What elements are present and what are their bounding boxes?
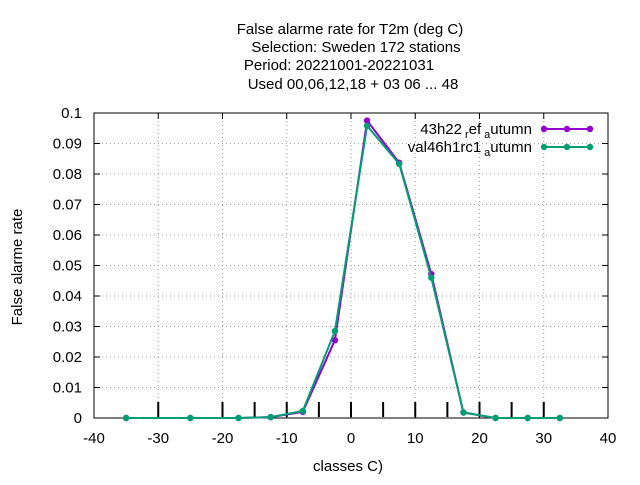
legend: 43h22 ref autumn val46h1rc1 autumn: [408, 121, 594, 159]
legend-label-1-base: 43h22: [420, 121, 462, 138]
y-tick-labels: 0 0.01 0.02 0.03 0.04 0.05 0.06 0.07 0.08 0.09 0.1: [53, 105, 82, 427]
legend-marker-2: [586, 143, 594, 151]
y-tick-label: 0.07: [53, 197, 82, 214]
series-2-point: [331, 327, 339, 335]
title-line-4: Used 00,06,12,18 + 03 06 ... 48: [248, 76, 459, 93]
series-layer: [122, 117, 564, 422]
x-tick-label: -10: [276, 430, 298, 447]
chart-title: False alarme rate for T2m (deg C) Select…: [237, 21, 463, 93]
legend-entry-2: val46h1rc1 autumn: [408, 139, 594, 159]
series-2-point: [363, 122, 371, 130]
series-2-point: [460, 409, 467, 416]
title-line-3: Period: 20221001-20221031: [244, 57, 434, 74]
x-tick-labels: -40 -30 -20 -10 0 10 20 30 40: [83, 430, 616, 447]
y-tick-label: 0.02: [53, 349, 82, 366]
x-tick-label: -40: [83, 430, 105, 447]
y-tick-label: 0.05: [53, 258, 82, 275]
x-tick-label: 0: [347, 430, 355, 447]
y-tick-label: 0.04: [53, 288, 82, 305]
axis-ticks: [93, 112, 609, 419]
legend-label-1: 43h22 ref autumn: [420, 121, 532, 141]
y-tick-label: 0.09: [53, 136, 82, 153]
y-tick-label: 0.08: [53, 166, 82, 183]
x-tick-label: 20: [471, 430, 488, 447]
x-axis-label: classes C): [313, 458, 383, 475]
series-2-point: [299, 407, 307, 415]
series-1-point: [363, 117, 371, 124]
legend-label-2-tail: utumn: [490, 139, 532, 156]
x-tick-label: 10: [407, 430, 424, 447]
x-tick-label: 40: [600, 430, 617, 447]
series-2-point: [122, 414, 130, 422]
y-tick-label: 0.01: [53, 380, 82, 397]
series-1-point: [331, 337, 339, 344]
legend-label-1-tail: utumn: [490, 121, 532, 138]
y-tick-label: 0.03: [53, 319, 82, 336]
series-2-point: [187, 414, 194, 422]
series-2-point: [524, 414, 531, 422]
x-tick-label: -20: [212, 430, 234, 447]
title-line-2: Selection: Sweden 172 stations: [251, 39, 460, 56]
y-axis-label: False alarme rate: [9, 209, 26, 326]
legend-label-2-base: val46h1rc1: [408, 139, 481, 156]
legend-label-2-sub2: a: [484, 147, 491, 159]
series-line-1: [126, 119, 560, 419]
y-tick-label: 0.06: [53, 227, 82, 244]
series-line-2: [126, 124, 560, 419]
series-2-point: [492, 414, 499, 422]
series-2-point: [267, 413, 274, 421]
series-2-point: [556, 414, 564, 422]
x-tick-label: 30: [535, 430, 552, 447]
legend-entry-1: 43h22 ref autumn: [420, 121, 594, 141]
y-tick-label: 0: [74, 410, 82, 427]
legend-marker-2: [563, 143, 571, 151]
grid-lines: [94, 113, 608, 418]
x-tick-label: -30: [147, 430, 169, 447]
legend-marker-1: [540, 125, 548, 133]
legend-label-1-mid: ef: [469, 121, 482, 138]
series-2-point: [235, 414, 242, 422]
series-2-point: [395, 160, 403, 168]
title-line-1: False alarme rate for T2m (deg C): [237, 21, 463, 38]
legend-marker-2: [540, 143, 548, 151]
legend-label-1-sub2: a: [484, 129, 491, 141]
legend-label-1-sub1: r: [465, 129, 469, 141]
legend-marker-1: [586, 125, 594, 133]
series-2-point: [428, 274, 435, 281]
legend-label-2: val46h1rc1 autumn: [408, 139, 532, 159]
y-tick-label: 0.1: [61, 105, 82, 122]
legend-marker-1: [563, 125, 571, 133]
